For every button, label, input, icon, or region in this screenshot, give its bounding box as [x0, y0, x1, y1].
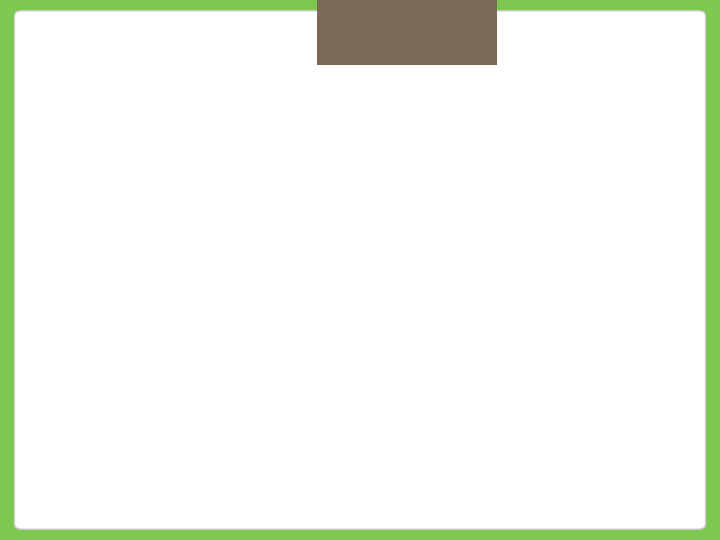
Polygon shape [539, 312, 606, 363]
Text: Photosynthesizing
Organisms: Photosynthesizing Organisms [493, 423, 567, 436]
Text: ♻: ♻ [112, 311, 130, 330]
Text: ♻: ♻ [112, 236, 130, 255]
Text: Energy Flows Through
Ecosystems: Energy Flows Through Ecosystems [129, 136, 618, 218]
Text: Herbivores: Herbivores [140, 235, 253, 255]
Text: Energy
Pyramid: Energy Pyramid [222, 388, 325, 440]
Text: ♻: ♻ [112, 274, 130, 293]
Text: - organisms that eat only plants.: - organisms that eat only plants. [189, 235, 535, 255]
Text: Herbivores: Herbivores [508, 380, 552, 386]
Polygon shape [594, 381, 672, 455]
Polygon shape [564, 341, 636, 403]
Polygon shape [447, 403, 630, 455]
Text: "Pyramid of Life": "Pyramid of Life" [509, 317, 596, 326]
Text: Carnivores: Carnivores [140, 273, 252, 293]
Polygon shape [483, 363, 594, 403]
Text: Omnivores: Omnivores [140, 310, 253, 330]
Text: - organisms that eat plants and animals.: - organisms that eat plants and animals. [184, 310, 613, 330]
Text: ♻: ♻ [112, 353, 130, 372]
Text: Decomposers: Decomposers [140, 352, 283, 372]
Text: - organisms that eat only animals.: - organisms that eat only animals. [189, 273, 553, 293]
Text: Photons from Sun: Photons from Sun [511, 498, 567, 504]
Polygon shape [514, 330, 564, 363]
Text: Carnivores: Carnivores [603, 333, 636, 338]
Text: - organisms that obtain energy from non-: - organisms that obtain energy from non- [194, 352, 632, 372]
Text: living organic matter: living organic matter [157, 387, 375, 408]
